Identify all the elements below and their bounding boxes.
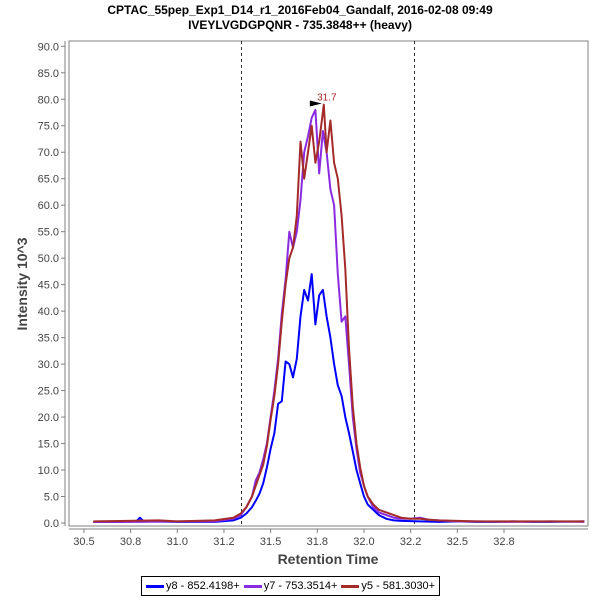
- x-axis-title: Retention Time: [278, 551, 379, 567]
- legend-swatch: [243, 584, 262, 588]
- legend-item-y7: y7 - 753.3514+: [243, 580, 338, 592]
- series-line-y7: [93, 108, 585, 523]
- y-tick-label: 40.0: [38, 306, 59, 318]
- y-tick-label: 55.0: [38, 227, 59, 239]
- y-tick-label: 50.0: [38, 253, 59, 265]
- series-line-y8: [93, 273, 585, 523]
- y-tick-label: 60.0: [38, 200, 59, 212]
- y-tick-label: 35.0: [38, 333, 59, 345]
- legend-label: y8 - 852.4198+: [166, 580, 240, 592]
- y-tick-label: 20.0: [38, 412, 59, 424]
- y-ticks: 0.0 5.0 10.0 15.0 20.0 25.0 30.0 35.0 40.0 45.0 50…: [38, 41, 65, 530]
- integration-bounds: [241, 41, 415, 526]
- legend-label: y5 - 581.3030+: [361, 580, 436, 592]
- y-tick-label: 80.0: [38, 94, 59, 106]
- legend-swatch: [341, 584, 360, 588]
- peak-annotation: 31.7: [309, 93, 337, 107]
- y-tick-label: 15.0: [38, 439, 59, 451]
- y-tick-label: 10.0: [38, 465, 59, 477]
- legend-label: y7 - 753.3514+: [263, 580, 338, 592]
- legend-item-y5: y5 - 581.3030+: [341, 580, 435, 592]
- y-tick-label: 0.0: [44, 518, 59, 530]
- y-tick-label: 85.0: [38, 68, 59, 80]
- y-tick-label: 90.0: [38, 41, 59, 53]
- x-tick-label: 31.0: [167, 536, 188, 548]
- x-tick-label: 30.5: [73, 536, 94, 548]
- y-tick-label: 45.0: [38, 280, 59, 292]
- chart-subtitle: IVEYLVGDGPQNR - 735.3848++ (heavy): [188, 18, 412, 32]
- x-tick-label: 32.8: [493, 536, 514, 548]
- peak-label: 31.7: [317, 93, 337, 104]
- legend: y8 - 852.4198+ y7 - 753.3514+ y5 - 581.3…: [141, 576, 441, 596]
- x-tick-label: 32.0: [353, 536, 374, 548]
- legend-swatch: [146, 584, 164, 588]
- x-ticks: 30.5 30.8 31.0 31.2 31.5 31.8 32.0 32.2 32.5 32.8: [73, 529, 515, 548]
- x-tick-label: 32.5: [447, 536, 468, 548]
- x-tick-label: 31.2: [213, 536, 234, 548]
- y-tick-label: 5.0: [44, 492, 59, 504]
- series-line-y5: [93, 103, 585, 523]
- y-tick-label: 75.0: [38, 121, 59, 133]
- peak-arrow-icon: [309, 100, 322, 107]
- x-tick-label: 32.2: [400, 536, 421, 548]
- y-tick-label: 65.0: [38, 174, 59, 186]
- legend-item-y8: y8 - 852.4198+: [146, 580, 240, 592]
- x-tick-label: 30.8: [120, 536, 141, 548]
- chart-title: CPTAC_55pep_Exp1_D14_r1_2016Feb04_Gandal…: [107, 3, 493, 17]
- x-tick-label: 31.5: [260, 536, 281, 548]
- plot-area-border: [68, 40, 589, 527]
- y-tick-label: 30.0: [38, 359, 59, 371]
- x-tick-label: 31.8: [307, 536, 328, 548]
- series-lines: [93, 103, 585, 523]
- y-axis-title: Intensity 10^3: [14, 237, 30, 330]
- y-tick-label: 25.0: [38, 386, 59, 398]
- y-tick-label: 70.0: [38, 147, 59, 159]
